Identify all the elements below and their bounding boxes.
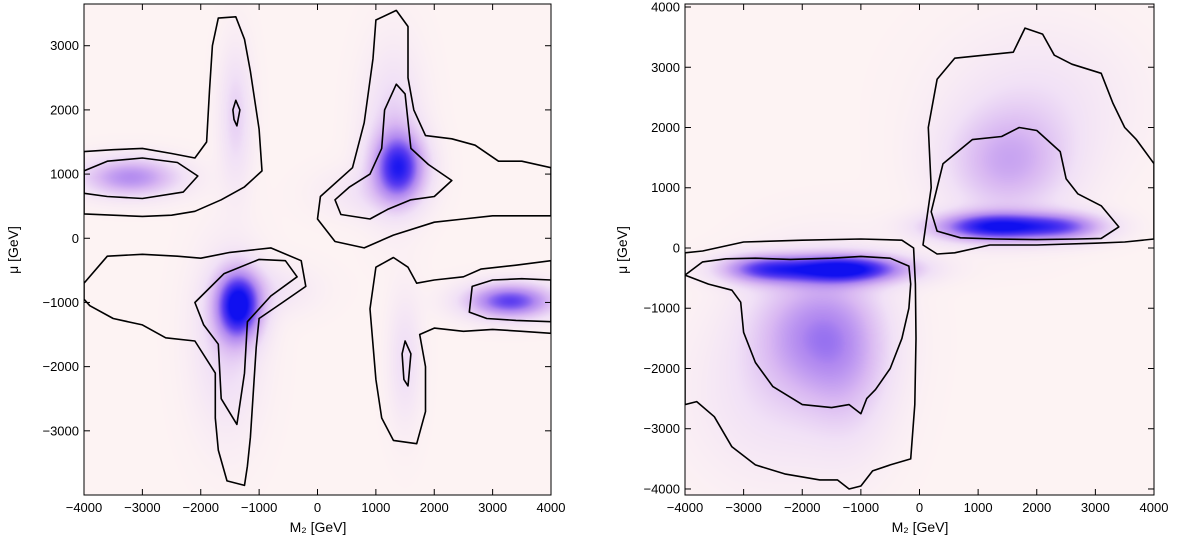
right-x-tick-label: 1000 bbox=[964, 500, 993, 515]
right-y-tick-label: 1000 bbox=[651, 180, 680, 195]
right-contour-1 bbox=[685, 255, 912, 415]
left-y-tick-label: −1000 bbox=[42, 295, 79, 310]
right-x-tick-label: −1000 bbox=[843, 500, 880, 515]
left-density-map bbox=[84, 4, 551, 495]
right-y-tick-label: −3000 bbox=[643, 421, 680, 436]
right-contour-2 bbox=[922, 27, 1154, 255]
left-x-tick-label: 2000 bbox=[420, 500, 449, 515]
left-contour-0 bbox=[84, 16, 263, 218]
left-contour-5 bbox=[316, 9, 551, 249]
right-x-tick-label: −4000 bbox=[667, 500, 704, 515]
right-x-tick-label: −3000 bbox=[725, 500, 762, 515]
left-panel: −4000 −3000 −2000 −1000 0 1000 2000 3000 4000 −3… bbox=[5, 3, 566, 535]
left-contour-7 bbox=[369, 256, 551, 445]
left-x-ticks: −4000 −3000 −2000 −1000 0 1000 2000 3000 4000 bbox=[66, 4, 566, 515]
right-y-tick-label: −2000 bbox=[643, 361, 680, 376]
right-y-tick-label: −1000 bbox=[643, 301, 680, 316]
left-y-ticks: −3000 −2000 −1000 0 1000 2000 3000 bbox=[42, 38, 551, 438]
left-x-tick-label: −1000 bbox=[241, 500, 278, 515]
left-y-tick-label: −3000 bbox=[42, 423, 79, 438]
right-x-tick-label: −2000 bbox=[784, 500, 821, 515]
left-contour-3 bbox=[84, 247, 307, 487]
left-x-tick-label: 4000 bbox=[537, 500, 566, 515]
left-contour-1 bbox=[84, 157, 199, 200]
right-density-map bbox=[685, 4, 1154, 495]
right-contours bbox=[685, 27, 1154, 490]
right-y-tick-label: −4000 bbox=[643, 481, 680, 496]
right-y-tick-label: 0 bbox=[673, 240, 680, 255]
left-y-axis-label: μ [GeV] bbox=[5, 226, 21, 274]
right-y-axis-label: μ [GeV] bbox=[614, 226, 630, 274]
left-contour-4 bbox=[194, 258, 298, 426]
left-contour-9 bbox=[401, 340, 412, 387]
right-y-ticks: −4000 −3000 −2000 −1000 0 1000 2000 3000 4000 bbox=[643, 0, 1154, 496]
right-x-tick-label: 3000 bbox=[1081, 500, 1110, 515]
left-y-tick-label: 0 bbox=[72, 231, 79, 246]
left-y-tick-label: 2000 bbox=[50, 102, 79, 117]
left-x-tick-label: 0 bbox=[314, 500, 321, 515]
left-x-tick-label: −4000 bbox=[66, 500, 103, 515]
right-x-ticks: −4000 −3000 −2000 −1000 0 1000 2000 3000 4000 bbox=[667, 4, 1169, 515]
right-panel: −4000 −3000 −2000 −1000 0 1000 2000 3000 4000 −4… bbox=[614, 0, 1168, 535]
right-contour-3 bbox=[930, 126, 1120, 241]
left-y-tick-label: 1000 bbox=[50, 167, 79, 182]
left-x-tick-label: 3000 bbox=[478, 500, 507, 515]
left-x-tick-label: −3000 bbox=[124, 500, 161, 515]
right-y-tick-label: 3000 bbox=[651, 60, 680, 75]
left-contour-6 bbox=[334, 83, 453, 220]
right-contour-0 bbox=[685, 238, 917, 490]
right-x-tick-label: 2000 bbox=[1022, 500, 1051, 515]
left-y-tick-label: −2000 bbox=[42, 359, 79, 374]
right-y-tick-label: 4000 bbox=[651, 0, 680, 15]
left-contour-8 bbox=[468, 277, 551, 323]
left-contours bbox=[84, 9, 551, 487]
right-y-tick-label: 2000 bbox=[651, 120, 680, 135]
right-x-tick-label: 0 bbox=[916, 500, 923, 515]
left-y-tick-label: 3000 bbox=[50, 38, 79, 53]
left-x-tick-label: −2000 bbox=[182, 500, 219, 515]
right-x-axis-label: M₂ [GeV] bbox=[892, 519, 949, 535]
right-x-tick-label: 4000 bbox=[1140, 500, 1169, 515]
left-x-axis-label: M₂ [GeV] bbox=[290, 519, 347, 535]
left-contour-2 bbox=[232, 99, 241, 127]
left-x-tick-label: 1000 bbox=[361, 500, 390, 515]
